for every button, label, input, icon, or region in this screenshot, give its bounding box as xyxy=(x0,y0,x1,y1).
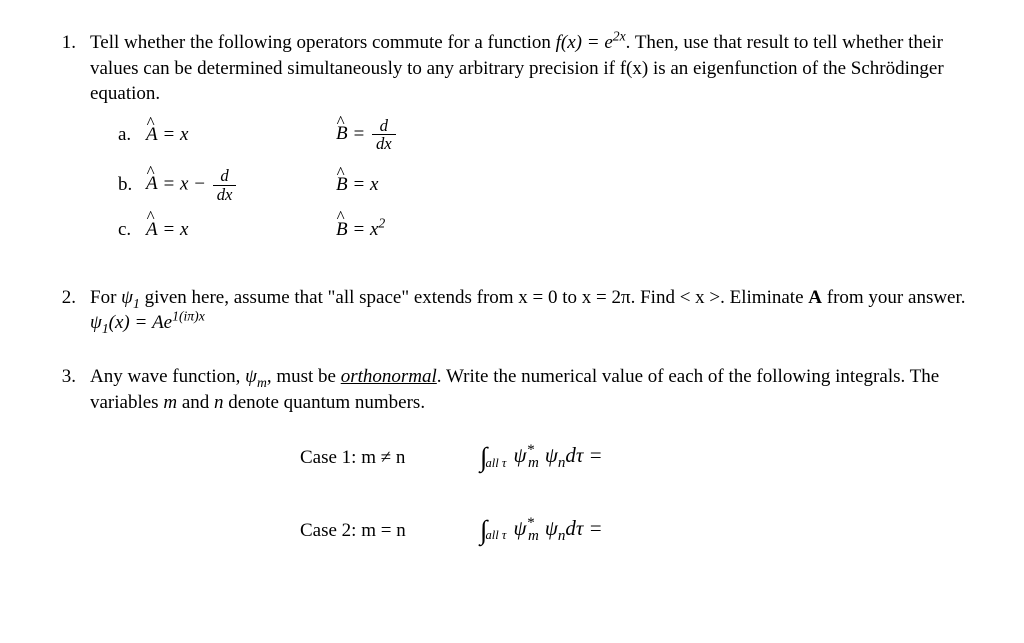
p3-t1: Any wave function, xyxy=(90,366,245,387)
p2-psi: ψ xyxy=(121,287,133,308)
p3-c2-msub: m xyxy=(528,528,539,544)
p3-c2-intsub: all τ xyxy=(485,528,506,542)
p3-t5: denote quantum numbers. xyxy=(224,392,426,413)
problem-1-body: Tell whether the following operators com… xyxy=(90,30,984,257)
p1-fx: f(x) = e2x xyxy=(556,32,626,53)
problem-2-body: For ψ1 given here, assume that "all spac… xyxy=(90,285,984,336)
p2-psi-sub: 1 xyxy=(133,296,140,311)
p1-sub-c-A: A = x xyxy=(146,217,336,243)
p3-c1-psim: ψ xyxy=(514,443,527,467)
p3-case-2-integral: ∫all τ ψ*mψndτ = xyxy=(480,512,603,549)
p1-sub-b: b. A = x − ddx B = x xyxy=(90,167,984,203)
p1-sub-a-label: a. xyxy=(90,122,146,148)
p2-eq: ψ1(x) = Ae1(iπ)x xyxy=(90,312,205,333)
problem-1-number: 1. xyxy=(40,30,90,257)
p2-eq-psi: ψ xyxy=(90,312,102,333)
p2-eq-x: (x) = Ae xyxy=(109,312,172,333)
problem-3-body: Any wave function, ψm, must be orthonorm… xyxy=(90,364,984,585)
p3-psi-sub: m xyxy=(257,375,267,390)
p3-ortho: orthonormal xyxy=(341,366,437,387)
p3-case-2-label: Case 2: m = n xyxy=(300,518,480,544)
p3-t4: and xyxy=(177,392,214,413)
p1-b-frac-num: d xyxy=(213,167,237,186)
p3-c1-msub: m xyxy=(528,455,539,471)
p1-c-B-sup: 2 xyxy=(378,216,385,231)
p1-a-frac-den: dx xyxy=(372,135,396,153)
p1-sub-a-A: A = x xyxy=(146,122,336,148)
p2-t1: For xyxy=(90,287,121,308)
p3-cases: Case 1: m ≠ n ∫all τ ψ*mψndτ = Case 2: m… xyxy=(90,439,984,548)
p3-t2: , must be xyxy=(267,366,341,387)
p1-sub-b-label: b. xyxy=(90,172,146,198)
p3-case-2: Case 2: m = n ∫all τ ψ*mψndτ = xyxy=(90,512,984,549)
p3-c1-dtau: dτ = xyxy=(565,443,602,467)
problem-2-number: 2. xyxy=(40,285,90,336)
p1-fx-eq: f(x) = e xyxy=(556,32,613,53)
p1-sub-a: a. A = x B = ddx xyxy=(90,117,984,153)
p2-eq-sub: 1 xyxy=(102,321,109,336)
p3-n: n xyxy=(214,392,224,413)
p1-fx-sup: 2x xyxy=(613,29,626,44)
p1-sub-b-A: A = x − ddx xyxy=(146,167,336,203)
problem-2: 2. For ψ1 given here, assume that "all s… xyxy=(40,285,984,336)
problem-3-number: 3. xyxy=(40,364,90,585)
p1-sub-c: c. A = x B = x2 xyxy=(90,217,984,243)
p3-c1-psin: ψ xyxy=(545,443,558,467)
p2-t2: given here, assume that "all space" exte… xyxy=(140,287,808,308)
p3-c2-psin: ψ xyxy=(545,516,558,540)
p3-case-1: Case 1: m ≠ n ∫all τ ψ*mψndτ = xyxy=(90,439,984,476)
p1-sublist: a. A = x B = ddx b. A = x − ddx B = x xyxy=(90,117,984,243)
p1-sub-a-B: B = ddx xyxy=(336,117,466,153)
p1-text-1: Tell whether the following operators com… xyxy=(90,32,556,53)
p3-case-1-integral: ∫all τ ψ*mψndτ = xyxy=(480,439,603,476)
p1-b-frac-den: dx xyxy=(213,186,237,204)
p1-sub-c-label: c. xyxy=(90,217,146,243)
p3-psi-m: ψm xyxy=(245,366,267,387)
p3-c1-intsub: all τ xyxy=(485,456,506,470)
p2-boldA: A xyxy=(808,287,822,308)
p3-m: m xyxy=(163,392,177,413)
p3-c2-psim: ψ xyxy=(514,516,527,540)
p3-psi: ψ xyxy=(245,366,257,387)
p2-eq-sup: 1(iπ)x xyxy=(172,309,205,324)
p3-case-1-label: Case 1: m ≠ n xyxy=(300,445,480,471)
p1-a-frac-num: d xyxy=(372,117,396,136)
p3-c2-dtau: dτ = xyxy=(565,516,602,540)
problem-1: 1. Tell whether the following operators … xyxy=(40,30,984,257)
p2-t3: from your answer. xyxy=(822,287,966,308)
problem-3: 3. Any wave function, ψm, must be orthon… xyxy=(40,364,984,585)
p1-sub-c-B: B = x2 xyxy=(336,217,466,243)
p1-sub-b-B: B = x xyxy=(336,172,466,198)
p2-psi1: ψ1 xyxy=(121,287,140,308)
